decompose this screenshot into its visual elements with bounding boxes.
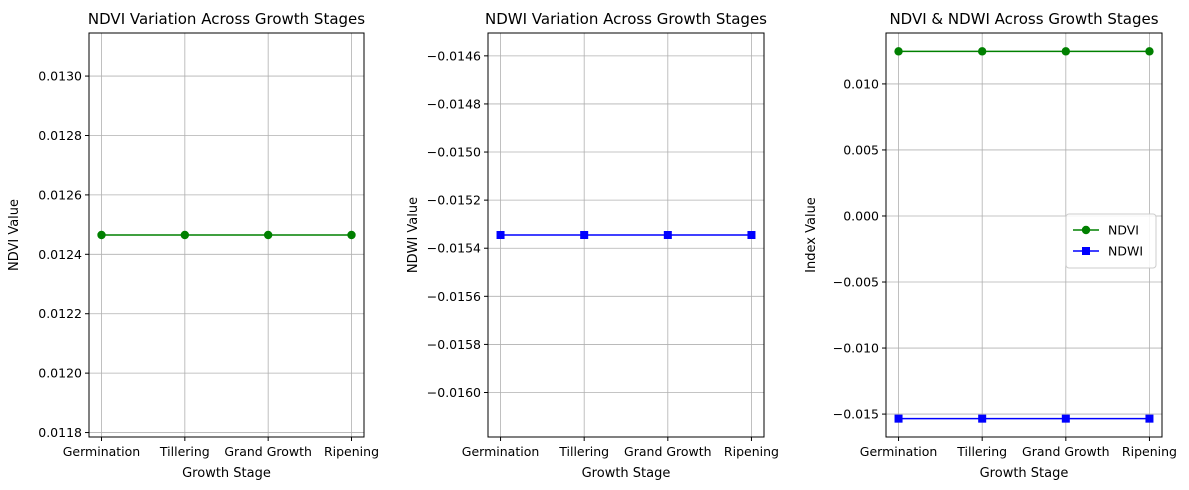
y-tick-label: 0.000 bbox=[843, 208, 879, 223]
chart-title: NDWI Variation Across Growth Stages bbox=[485, 10, 767, 28]
data-point bbox=[97, 230, 106, 240]
y-tick-label: 0.0124 bbox=[38, 247, 82, 262]
x-tick-label: Grand Growth bbox=[624, 444, 712, 459]
data-point bbox=[1145, 414, 1154, 423]
legend-label: NDVI bbox=[1108, 223, 1139, 238]
y-tick-label: 0.0128 bbox=[38, 128, 82, 143]
x-axis-label: Growth Stage bbox=[980, 466, 1069, 481]
data-point bbox=[347, 230, 356, 240]
chart-panel-2: Germination Tillering Grand Growth Ripening… bbox=[406, 10, 779, 481]
y-tick-label: −0.0146 bbox=[427, 48, 481, 63]
x-tick-label: Germination bbox=[860, 444, 937, 459]
chart-panel-3: Germination Tillering Grand Growth Ripening… bbox=[804, 10, 1177, 481]
data-point bbox=[580, 231, 589, 239]
axes-frame bbox=[885, 32, 1163, 438]
data-point bbox=[1145, 47, 1154, 56]
data-point bbox=[1061, 414, 1070, 423]
x-tick-label: Ripening bbox=[1122, 444, 1177, 459]
data-point bbox=[978, 414, 987, 423]
y-tick-label: −0.0154 bbox=[427, 241, 481, 256]
x-tick-label: Tillering bbox=[159, 444, 210, 459]
x-axis-label: Growth Stage bbox=[182, 466, 271, 481]
y-tick-label: −0.010 bbox=[833, 341, 879, 356]
x-tick-label: Ripening bbox=[324, 444, 379, 459]
data-point bbox=[1061, 47, 1071, 56]
data-point bbox=[496, 231, 505, 239]
y-axis-label: Index Value bbox=[804, 197, 819, 273]
legend-marker bbox=[1082, 247, 1090, 255]
x-tick-label: Grand Growth bbox=[1022, 444, 1110, 459]
x-tick-label: Tillering bbox=[558, 444, 609, 459]
x-tick-label: Grand Growth bbox=[224, 444, 312, 459]
data-point bbox=[894, 414, 903, 423]
data-point bbox=[263, 230, 273, 240]
chart-title: NDVI & NDWI Across Growth Stages bbox=[889, 10, 1158, 28]
legend-marker bbox=[1081, 225, 1091, 235]
x-tick-label: Germination bbox=[462, 444, 539, 459]
data-point bbox=[747, 231, 756, 239]
y-tick-label: −0.0158 bbox=[427, 337, 481, 352]
y-tick-label: −0.0150 bbox=[427, 145, 481, 160]
data-point bbox=[977, 47, 987, 56]
legend: NDVI NDWI bbox=[1065, 213, 1157, 269]
y-tick-label: 0.0118 bbox=[38, 425, 82, 440]
chart-title: NDVI Variation Across Growth Stages bbox=[88, 10, 365, 28]
data-point bbox=[894, 47, 903, 56]
x-axis-label: Growth Stage bbox=[582, 466, 671, 481]
y-tick-label: −0.0156 bbox=[427, 289, 481, 304]
y-tick-label: −0.0160 bbox=[427, 385, 481, 400]
y-axis-label: NDWI Value bbox=[406, 197, 421, 273]
y-axis-label: NDVI Value bbox=[7, 199, 22, 271]
y-tick-label: −0.015 bbox=[833, 407, 879, 422]
y-tick-label: 0.010 bbox=[843, 76, 879, 91]
data-point bbox=[180, 230, 190, 240]
y-tick-label: 0.0120 bbox=[38, 366, 82, 381]
y-tick-label: 0.0130 bbox=[38, 69, 82, 84]
y-tick-label: 0.005 bbox=[843, 142, 879, 157]
axes-frame bbox=[88, 32, 365, 438]
y-tick-label: −0.005 bbox=[833, 275, 879, 290]
y-tick-label: −0.0148 bbox=[427, 96, 481, 111]
data-point bbox=[663, 231, 672, 239]
legend-label: NDWI bbox=[1108, 244, 1143, 259]
y-tick-label: 0.0126 bbox=[38, 187, 82, 202]
x-tick-label: Germination bbox=[63, 444, 140, 459]
x-tick-label: Tillering bbox=[956, 444, 1007, 459]
x-tick-label: Ripening bbox=[724, 444, 779, 459]
axes-frame bbox=[487, 32, 765, 438]
y-tick-label: 0.0122 bbox=[38, 306, 82, 321]
chart-panel-1: Germination Tillering Grand Growth Ripening… bbox=[7, 10, 379, 481]
y-tick-label: −0.0152 bbox=[427, 193, 481, 208]
